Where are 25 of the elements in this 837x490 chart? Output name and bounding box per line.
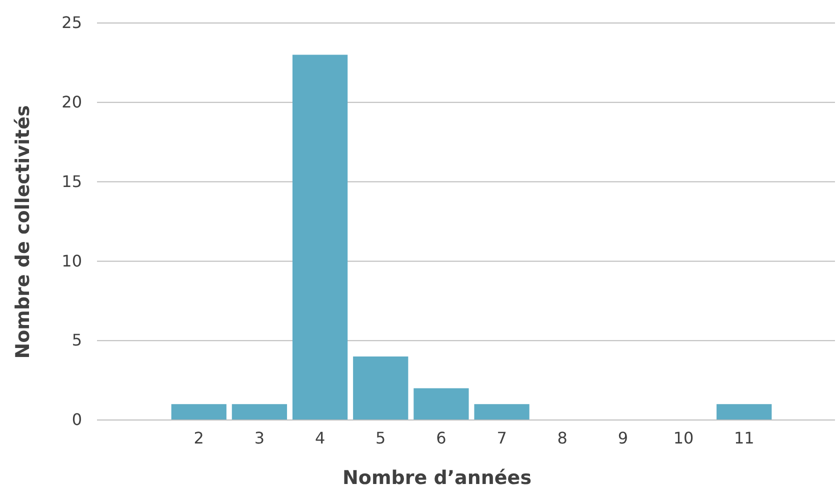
- x-tick-label: 9: [618, 428, 628, 448]
- y-tick-label: 25: [62, 13, 82, 32]
- x-tick-label: 3: [254, 428, 265, 448]
- bar: [474, 404, 530, 420]
- bar: [292, 54, 348, 420]
- x-tick-label: 7: [496, 428, 507, 448]
- x-axis-title: Nombre d’années: [342, 467, 532, 489]
- x-tick-label: 8: [557, 428, 568, 448]
- y-tick-label: 15: [62, 172, 82, 191]
- bar: [171, 404, 226, 420]
- x-tick-label: 4: [314, 428, 326, 448]
- y-tick-label: 0: [72, 410, 82, 430]
- bar: [414, 388, 469, 420]
- y-tick-label: 5: [72, 330, 82, 350]
- x-tick-label: 6: [436, 428, 446, 448]
- x-tick-label: 10: [673, 428, 694, 448]
- bar: [353, 356, 408, 420]
- bar: [232, 404, 288, 420]
- x-tick-label: 11: [734, 428, 754, 448]
- x-tick-label: 5: [376, 428, 386, 448]
- y-tick-label: 10: [62, 251, 82, 270]
- bar: [716, 404, 772, 420]
- y-axis-title: Nombre de collectivités: [12, 105, 34, 359]
- y-tick-label: 20: [62, 92, 82, 112]
- x-tick-label: 2: [194, 428, 204, 448]
